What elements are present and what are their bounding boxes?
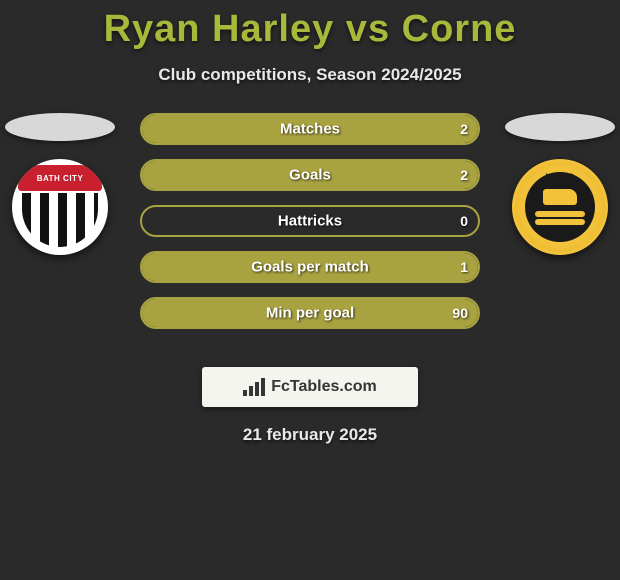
player-left-column: BATH CITY — [0, 113, 120, 255]
wave-icon — [535, 211, 585, 217]
page-title: Ryan Harley vs Corne — [0, 0, 620, 51]
club-badge-left-stripes — [22, 193, 98, 247]
brand-text: FcTables.com — [271, 378, 377, 396]
lion-icon — [543, 189, 577, 205]
date-label: 21 february 2025 — [0, 425, 620, 445]
stat-label: Matches — [280, 121, 340, 138]
stat-label: Goals per match — [251, 259, 369, 276]
stat-row: Min per goal 90 — [140, 297, 480, 329]
stat-label: Min per goal — [266, 305, 354, 322]
brand-box[interactable]: FcTables.com — [202, 367, 418, 407]
stat-row: Goals 2 — [140, 159, 480, 191]
stat-label: Goals — [289, 167, 331, 184]
club-badge-left: BATH CITY — [12, 159, 108, 255]
stat-row: Matches 2 — [140, 113, 480, 145]
stat-value-right: 1 — [460, 259, 468, 275]
club-badge-right: M.U.F.C — [512, 159, 608, 255]
club-badge-left-banner: BATH CITY — [18, 165, 102, 191]
stat-label: Hattricks — [278, 213, 342, 230]
player-right-column: M.U.F.C — [500, 113, 620, 255]
comparison-panel: BATH CITY Matches 2 Goals 2 Hattricks 0 Goals … — [0, 113, 620, 353]
bar-chart-icon — [243, 378, 265, 396]
stat-value-right: 90 — [452, 305, 468, 321]
club-badge-right-inner — [525, 172, 595, 242]
stat-value-right: 0 — [460, 213, 468, 229]
wave-icon — [535, 219, 585, 225]
stat-row: Hattricks 0 — [140, 205, 480, 237]
stat-row: Goals per match 1 — [140, 251, 480, 283]
player-left-photo-placeholder — [5, 113, 115, 141]
stat-rows: Matches 2 Goals 2 Hattricks 0 Goals per match 1… — [140, 113, 480, 343]
subtitle: Club competitions, Season 2024/2025 — [0, 65, 620, 85]
stat-value-right: 2 — [460, 121, 468, 137]
player-right-photo-placeholder — [505, 113, 615, 141]
stat-value-right: 2 — [460, 167, 468, 183]
